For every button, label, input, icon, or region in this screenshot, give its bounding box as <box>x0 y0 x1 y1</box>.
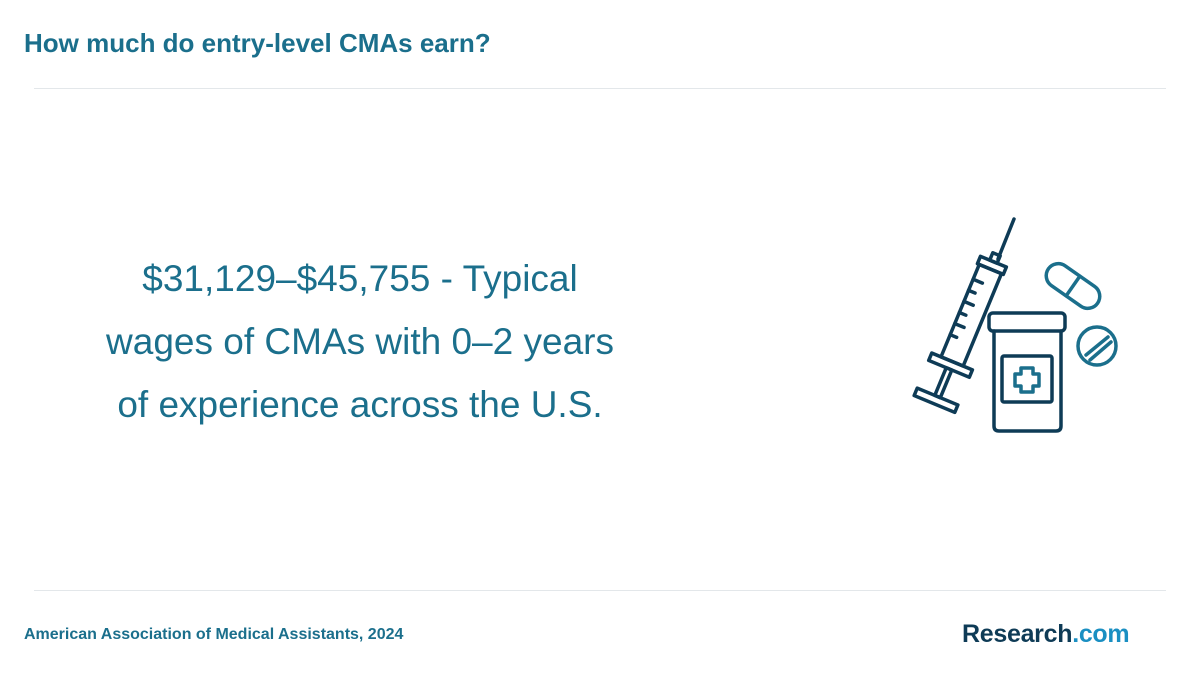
statistic-line-2: wages of CMAs with 0–2 years <box>106 321 614 362</box>
source-citation: American Association of Medical Assistan… <box>24 626 404 643</box>
brand-tld: .com <box>1072 620 1130 648</box>
capsule-icon <box>1044 261 1102 311</box>
medical-illustration <box>912 217 1118 433</box>
statistic-line-3: of experience across the U.S. <box>117 384 603 425</box>
brand-name: Research <box>962 620 1073 648</box>
pill-tablet-icon <box>1076 325 1118 367</box>
syringe-icon <box>912 217 1016 415</box>
page-title: How much do entry-level CMAs earn? <box>24 28 491 58</box>
wage-statistic: $31,129–$45,755 - Typical wages of CMAs … <box>40 247 680 436</box>
brand-logo[interactable]: Research.com <box>962 620 1130 649</box>
bottom-divider <box>34 590 1166 591</box>
statistic-line-1: $31,129–$45,755 - Typical <box>142 258 578 299</box>
top-divider <box>34 88 1166 89</box>
medicine-bottle-icon <box>987 311 1067 433</box>
